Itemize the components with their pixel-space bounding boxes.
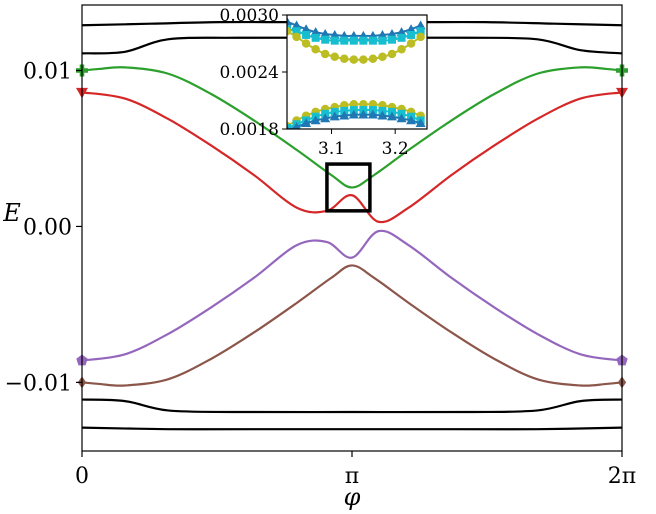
main-plot-area: 0 π 2π −0.01 0.00 0.01 φ E — [2, 4, 636, 511]
inset-point-2-9 — [368, 54, 378, 63]
inset-point-0-12 — [396, 27, 407, 36]
inset-x-tick-label-1: 3.2 — [382, 139, 409, 159]
series-line-7 — [82, 426, 622, 431]
inset-point-1-4 — [321, 35, 330, 44]
series-line-5 — [82, 264, 622, 387]
x-tick-label-2: 2π — [608, 464, 636, 489]
inset-point-2-13 — [406, 39, 416, 48]
y-tick-label-0: −0.01 — [5, 371, 72, 396]
inset-point-5-6 — [339, 110, 350, 120]
inset-point-5-10 — [377, 110, 388, 120]
inset-point-5-9 — [367, 109, 378, 119]
inset-point-5-14 — [415, 118, 426, 128]
y-tick-label-1: 0.00 — [23, 215, 72, 240]
x-tick-label-1: π — [345, 464, 359, 489]
inset-point-2-6 — [340, 54, 349, 63]
inset-point-0-13 — [406, 24, 417, 33]
inset-point-2-14 — [416, 32, 425, 42]
inset-point-2-5 — [330, 52, 339, 62]
inset-point-1-13 — [407, 30, 416, 39]
inset-point-1-10 — [378, 36, 387, 45]
inset-point-5-5 — [329, 111, 340, 121]
inset-point-0-10 — [377, 29, 388, 39]
inset-point-1-6 — [340, 36, 349, 45]
inset-point-1-11 — [388, 35, 396, 44]
x-axis-label: φ — [344, 483, 361, 511]
inset-point-2-4 — [320, 49, 330, 59]
inset-y-tick-label-2: 0.0030 — [220, 6, 279, 26]
inset-point-1-8 — [359, 36, 368, 45]
series-line-3 — [82, 91, 622, 224]
inset-y-tick-label-1: 0.0024 — [220, 63, 279, 83]
inset-point-0-4 — [320, 29, 331, 38]
inset-point-5-7 — [348, 109, 359, 119]
inset-x-tick-label-0: 3.1 — [318, 139, 345, 159]
main-series-group — [82, 20, 622, 431]
y-axis-label: E — [2, 199, 21, 227]
inset-point-1-7 — [349, 36, 358, 45]
inset-point-2-10 — [378, 52, 387, 62]
inset-plot-area: 3.1 3.2 0.0018 0.0024 0.0030 — [220, 6, 428, 159]
inset-point-1-12 — [397, 33, 406, 42]
series-line-2 — [82, 66, 622, 189]
inset-point-0-2 — [301, 24, 312, 33]
inset-point-5-1 — [292, 122, 301, 129]
series-line-4 — [82, 229, 622, 362]
inset-point-0-1 — [291, 20, 302, 30]
inset-point-2-8 — [359, 55, 368, 64]
series-line-6 — [82, 398, 622, 414]
inset-series-group — [287, 16, 426, 129]
inset-point-2-3 — [311, 44, 320, 54]
x-tick-label-0: 0 — [75, 464, 89, 489]
inset-point-1-2 — [302, 30, 311, 39]
inset-point-1-3 — [311, 33, 320, 42]
inset-point-1-14 — [416, 27, 425, 36]
zoom-region-box — [325, 162, 372, 213]
inset-point-5-2 — [301, 118, 312, 128]
inset-point-0-0 — [287, 16, 292, 26]
inset-point-1-1 — [292, 27, 301, 36]
inset-point-2-11 — [387, 49, 397, 59]
inset-point-2-7 — [349, 55, 359, 64]
inset-point-5-4 — [320, 113, 331, 123]
inset-point-0-3 — [310, 27, 321, 36]
inset-point-4-0 — [287, 124, 291, 129]
inset-point-5-8 — [358, 109, 369, 119]
y-tick-label-2: 0.01 — [23, 59, 72, 84]
inset-point-5-3 — [310, 115, 321, 125]
inset-point-2-1 — [292, 32, 301, 42]
inset-point-0-11 — [387, 29, 397, 38]
inset-point-1-9 — [368, 36, 377, 45]
inset-point-2-2 — [301, 39, 311, 48]
inset-point-2-0 — [287, 26, 292, 36]
inset-point-0-5 — [329, 29, 340, 39]
inset-point-1-5 — [330, 36, 339, 45]
inset-point-0-14 — [415, 20, 426, 30]
inset-point-5-13 — [406, 115, 417, 125]
inset-point-5-12 — [396, 113, 407, 123]
inset-point-5-11 — [387, 111, 397, 121]
inset-point-2-12 — [397, 44, 406, 54]
inset-y-tick-label-0: 0.0018 — [220, 120, 279, 140]
